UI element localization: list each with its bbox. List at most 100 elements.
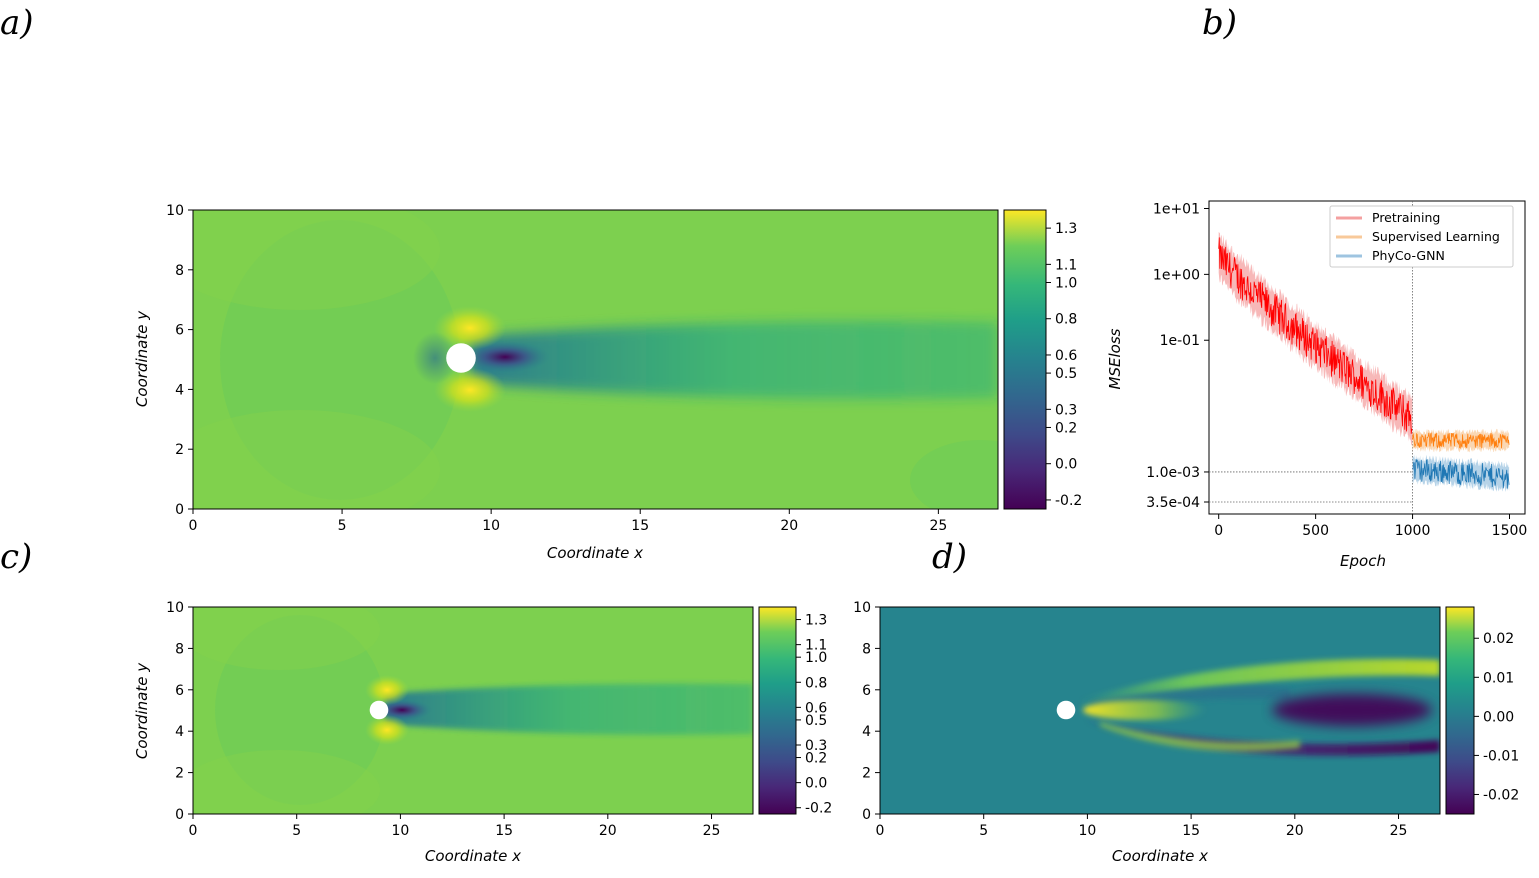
legend-phyco-gnn: PhyCo-GNN [1372, 248, 1445, 263]
colorbar-tick-label: 1.1 [805, 638, 827, 654]
y-tick-label: 4 [862, 724, 871, 740]
y-tick-label: 10 [853, 600, 871, 616]
colorbar-tick-label: 1.3 [1055, 221, 1077, 237]
x-tick-label: 5 [292, 823, 301, 839]
y-tick-label: 2 [862, 766, 871, 782]
y-tick-label: 4 [175, 724, 184, 740]
colorbar-tick-label: 0.0 [805, 776, 827, 792]
panel-b-legend: Pretraining Supervised Learning PhyCo-GN… [1329, 205, 1514, 268]
panel-c-velocity-field: 0 5 10 15 20 25 0 2 4 6 8 10 Coordinate x Coordina… [133, 600, 832, 865]
legend-pretraining: Pretraining [1372, 210, 1440, 225]
panel-label-a: a) [0, 3, 34, 43]
colorbar-tick-label: 1.1 [1055, 257, 1077, 273]
y-tick-label: 8 [862, 641, 871, 657]
panel-label-c: c) [0, 537, 32, 577]
x-tick-label: 20 [599, 823, 617, 839]
colorbar-tick-label: 0.8 [1055, 312, 1077, 328]
panel-d-y-ticks: 0 2 4 6 8 10 [853, 600, 880, 823]
y-tick-label: 6 [175, 323, 184, 339]
panel-d-x-ticks: 0 5 10 15 20 25 [876, 814, 1408, 839]
x-tick-label: 25 [929, 518, 947, 534]
colorbar-tick-label: 0.02 [1483, 631, 1514, 647]
panel-c-y-ticks: 0 2 4 6 8 10 [166, 600, 193, 823]
panel-c-y-label: Coordinate y [133, 662, 151, 759]
y-tick-label: 8 [175, 263, 184, 279]
panel-b-y-label: MSEloss [1106, 328, 1124, 389]
panel-a-colorbar-ticks: -0.2 0.0 0.2 0.3 0.5 0.6 0.8 1.0 1.1 1.3 [1046, 221, 1082, 509]
panel-b-series [1218, 231, 1510, 492]
x-tick-label: 25 [1390, 823, 1408, 839]
panel-a-heatmap [193, 210, 998, 509]
pretraining-line [1218, 237, 1413, 434]
colorbar-tick-label: 0.00 [1483, 709, 1514, 725]
colorbar-tick-label: 0.3 [805, 738, 827, 754]
colorbar-tick-label: 0.6 [1055, 348, 1077, 364]
x-tick-label: 1500 [1492, 523, 1528, 539]
y-tick-label: 6 [175, 683, 184, 699]
panel-b-x-label: Epoch [1340, 552, 1386, 570]
panel-d-heatmap [880, 607, 1440, 814]
colorbar-tick-label: 0.5 [805, 713, 827, 729]
panel-b-loss-curve: 0 500 1000 1500 3.5e-04 1.0e-03 1e-01 1e+00 1e+… [1106, 200, 1527, 570]
y-tick-label: 1e+00 [1153, 267, 1200, 283]
panel-label-b: b) [1202, 3, 1237, 43]
panel-c-colorbar [758, 606, 797, 815]
x-tick-label: 5 [338, 518, 347, 534]
x-tick-label: 5 [979, 823, 988, 839]
y-tick-label: 4 [175, 382, 184, 398]
colorbar-tick-label: -0.2 [1055, 493, 1082, 509]
panel-d-colorbar-ticks: -0.02 -0.01 0.00 0.01 0.02 [1474, 631, 1519, 803]
y-tick-label: 6 [862, 683, 871, 699]
x-tick-label: 0 [1214, 523, 1223, 539]
y-tick-label: 2 [175, 766, 184, 782]
x-tick-label: 1000 [1395, 523, 1431, 539]
colorbar-tick-label: 0.3 [1055, 402, 1077, 418]
y-tick-label: 1e+01 [1153, 202, 1200, 218]
cylinder-a [446, 343, 476, 373]
cylinder-d [1056, 700, 1076, 720]
x-tick-label: 10 [1078, 823, 1096, 839]
y-tick-label: 1.0e-03 [1146, 465, 1200, 481]
panel-b-x-ticks: 0 500 1000 1500 [1214, 514, 1527, 539]
panel-c-x-ticks: 0 5 10 15 20 25 [189, 814, 720, 839]
colorbar-tick-label: 0.8 [805, 675, 827, 691]
panel-a-colorbar [1003, 209, 1047, 510]
y-tick-label: 10 [166, 203, 184, 219]
colorbar-tick-label: -0.2 [805, 801, 832, 817]
colorbar-tick-label: 0.01 [1483, 670, 1514, 686]
colorbar-tick-label: 0.0 [1055, 457, 1077, 473]
x-tick-label: 10 [391, 823, 409, 839]
colorbar-tick-label: 1.3 [805, 613, 827, 629]
panel-c-heatmap [193, 607, 753, 814]
colorbar-tick-label: 0.6 [805, 700, 827, 716]
x-tick-label: 500 [1302, 523, 1329, 539]
colorbar-tick-label: -0.01 [1483, 748, 1519, 764]
x-tick-label: 0 [876, 823, 885, 839]
y-tick-label: 0 [175, 502, 184, 518]
panel-c-colorbar-ticks: -0.2 0.0 0.20.3 0.50.6 0.8 1.01.1 1.3 [796, 613, 832, 817]
panel-d-colorbar [1445, 606, 1475, 815]
colorbar-tick-label: -0.02 [1483, 787, 1519, 803]
y-tick-label: 2 [175, 442, 184, 458]
x-tick-label: 15 [631, 518, 649, 534]
phyco-gnn-band [1412, 454, 1510, 492]
phyco-gnn-line [1412, 459, 1510, 489]
y-tick-label: 0 [862, 807, 871, 823]
panel-label-d: d) [932, 537, 967, 577]
y-tick-label: 3.5e-04 [1146, 495, 1200, 511]
x-tick-label: 0 [189, 518, 198, 534]
x-tick-label: 10 [482, 518, 500, 534]
panel-a-velocity-field: 0 5 10 15 20 25 0 2 4 6 8 10 Coordinate x Coordina… [133, 203, 1082, 562]
supervised-learning-line [1412, 432, 1510, 449]
panel-d-x-label: Coordinate x [1112, 847, 1208, 865]
colorbar-tick-label: 1.0 [805, 650, 827, 666]
panel-a-x-label: Coordinate x [547, 544, 643, 562]
x-tick-label: 15 [1182, 823, 1200, 839]
y-tick-label: 1e-01 [1160, 333, 1200, 349]
y-tick-label: 0 [175, 807, 184, 823]
colorbar-tick-label: 0.2 [1055, 420, 1077, 436]
legend-supervised-learning: Supervised Learning [1372, 229, 1500, 244]
panel-a-x-ticks: 0 5 10 15 20 25 [189, 509, 947, 534]
